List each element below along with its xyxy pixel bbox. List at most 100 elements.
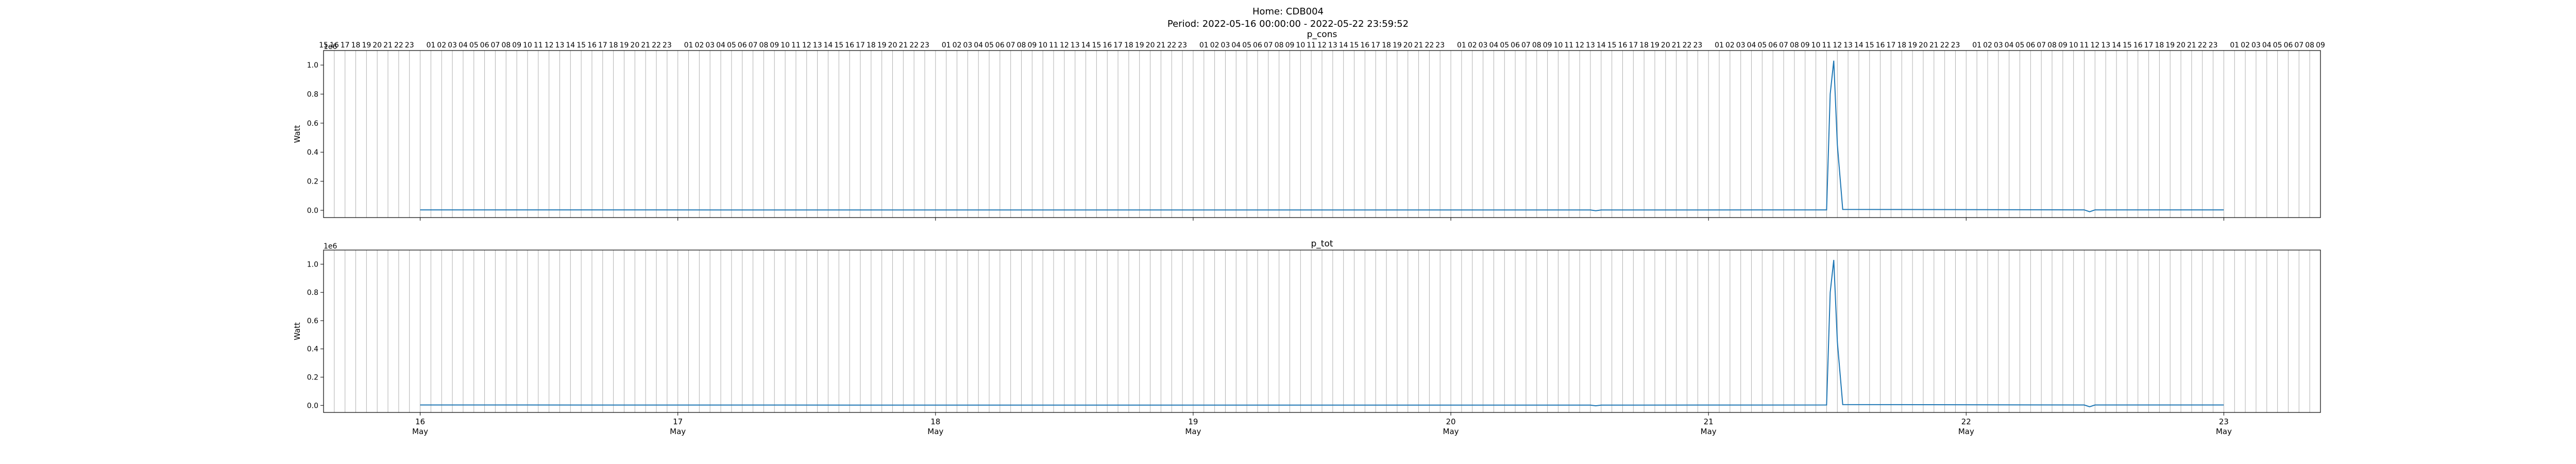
- hour-tick-label: 18: [1124, 41, 1133, 49]
- hour-tick-label: 17: [1629, 41, 1638, 49]
- x-day-label: 16: [415, 417, 425, 426]
- hour-tick-label: 10: [2069, 41, 2078, 49]
- hour-tick-label: 09: [1285, 41, 1295, 49]
- y-multiplier: 1e6: [324, 43, 337, 51]
- hour-tick-label: 09: [2058, 41, 2067, 49]
- hour-tick-label: 16: [845, 41, 854, 49]
- hour-tick-label: 12: [1833, 41, 1842, 49]
- x-month-label: May: [2216, 427, 2232, 436]
- hour-tick-label: 20: [1661, 41, 1670, 49]
- hour-tick-label: 22: [909, 41, 919, 49]
- panel-p-cons: 15 16 17 18 19 20 21 22 23 01 02 03 04 05 06 07 08 09 10 11…: [293, 29, 2325, 221]
- hour-tick-label: 04: [459, 41, 468, 49]
- hour-tick-label: 15: [1607, 41, 1617, 49]
- hour-tick-label: 23: [1693, 41, 1702, 49]
- hour-tick-label: 10: [523, 41, 532, 49]
- y-tick-label: 0.8: [307, 91, 318, 99]
- hour-tick-label: 16: [1618, 41, 1628, 49]
- hour-tick-label: 14: [566, 41, 575, 49]
- hour-tick-label: 05: [469, 41, 479, 49]
- x-day-label: 20: [1446, 417, 1456, 426]
- hour-tick-label: 03: [1994, 41, 2003, 49]
- series-line: [420, 60, 2224, 212]
- hour-tick-label: 21: [1157, 41, 1166, 49]
- hour-tick-label: 07: [1521, 41, 1531, 49]
- hour-tick-label: 19: [2165, 41, 2175, 49]
- hour-tick-label: 17: [1887, 41, 1896, 49]
- suptitle-line2: Period: 2022-05-16 00:00:00 - 2022-05-22…: [1167, 19, 1409, 29]
- hour-tick-label: 05: [2273, 41, 2282, 49]
- hour-tick-label: 04: [1489, 41, 1499, 49]
- hour-tick-label: 21: [1414, 41, 1423, 49]
- hour-tick-label: 23: [2209, 41, 2218, 49]
- hour-tick-label: 23: [920, 41, 929, 49]
- hour-tick-label: 05: [727, 41, 736, 49]
- hour-tick-label: 18: [609, 41, 618, 49]
- hour-tick-label: 09: [770, 41, 779, 49]
- hour-tick-label: 19: [362, 41, 371, 49]
- hour-tick-label: 04: [2005, 41, 2014, 49]
- hour-tick-label: 03: [1221, 41, 1230, 49]
- hour-tick-label: 14: [1854, 41, 1863, 49]
- hour-tick-label: 18: [1382, 41, 1391, 49]
- hour-tick-label: 09: [1027, 41, 1037, 49]
- x-day-label: 22: [1961, 417, 1971, 426]
- hour-tick-label: 19: [1393, 41, 1402, 49]
- hour-tick-label: 08: [1275, 41, 1284, 49]
- hour-tick-label: 11: [2080, 41, 2089, 49]
- hour-tick-label: 04: [716, 41, 725, 49]
- hour-tick-label: 07: [2294, 41, 2303, 49]
- y-multiplier: 1e6: [324, 242, 337, 251]
- hour-tick-label: 03: [448, 41, 457, 49]
- hour-tick-label: 10: [781, 41, 790, 49]
- hour-tick-label: 18: [2155, 41, 2164, 49]
- hour-tick-label: 06: [2026, 41, 2035, 49]
- y-axis-label: Watt: [293, 125, 302, 143]
- hour-tick-label: 09: [512, 41, 521, 49]
- hour-tick-label: 21: [899, 41, 908, 49]
- hour-tick-label: 18: [1897, 41, 1906, 49]
- hour-tick-label: 20: [372, 41, 382, 49]
- hour-tick-label: 11: [534, 41, 543, 49]
- hour-tick-label: 04: [2262, 41, 2272, 49]
- hour-tick-label: 23: [663, 41, 672, 49]
- y-tick-label: 1.0: [307, 61, 318, 70]
- y-tick-label: 0.4: [307, 148, 318, 157]
- x-month-label: May: [1701, 427, 1717, 436]
- hour-tick-label: 17: [2144, 41, 2154, 49]
- hour-tick-label: 13: [1071, 41, 1080, 49]
- hour-tick-label: 13: [1843, 41, 1853, 49]
- hour-tick-label: 07: [491, 41, 500, 49]
- x-day-label: 23: [2219, 417, 2229, 426]
- hour-tick-label: 21: [641, 41, 650, 49]
- hour-tick-label: 14: [1081, 41, 1091, 49]
- hour-tick-label: 01: [1715, 41, 1724, 49]
- hour-tick-label: 02: [437, 41, 446, 49]
- hour-tick-label: 07: [1006, 41, 1015, 49]
- y-axis-label: Watt: [293, 322, 302, 340]
- panel-p-tot: 0.0 0.2 0.4 0.6 0.8 1.0 1e6 Watt p_tot: [293, 239, 2321, 416]
- hour-tick-label: 17: [1371, 41, 1380, 49]
- hour-tick-label: 10: [1296, 41, 1305, 49]
- hour-tick-label: 18: [351, 41, 361, 49]
- hour-tick-label: 17: [341, 41, 350, 49]
- hour-tick-label: 13: [1328, 41, 1337, 49]
- hour-tick-label: 10: [1038, 41, 1047, 49]
- hour-tick-label: 13: [555, 41, 565, 49]
- hour-tick-label: 04: [974, 41, 983, 49]
- hour-tick-label: 20: [888, 41, 897, 49]
- hour-tick-label: 04: [1747, 41, 1756, 49]
- suptitle-line1: Home: CDB004: [1252, 6, 1324, 17]
- hour-tick-label: 12: [802, 41, 811, 49]
- hour-tick-label: 02: [953, 41, 962, 49]
- hour-tick-label: 02: [2241, 41, 2250, 49]
- x-month-label: May: [1958, 427, 1974, 436]
- hour-tick-label: 20: [630, 41, 639, 49]
- hour-tick-label: 01: [1972, 41, 1981, 49]
- plot-frame: [323, 250, 2321, 413]
- hour-tick-label: 10: [1554, 41, 1563, 49]
- hour-tick-label: 03: [2251, 41, 2261, 49]
- hour-tick-label: 12: [1575, 41, 1584, 49]
- hour-tick-label: 19: [877, 41, 887, 49]
- hour-tick-label: 22: [1683, 41, 1692, 49]
